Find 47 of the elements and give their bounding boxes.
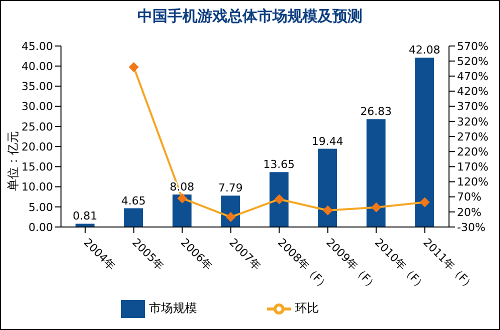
chart-title: 中国手机游戏总体市场规模及预测 (136, 7, 364, 26)
y2-tick-label: 70% (457, 190, 482, 204)
y-tick-label: 30.00 (22, 100, 53, 114)
y-tick-label: 40.00 (22, 60, 53, 74)
legend-label: 环比 (295, 301, 319, 316)
y-tick-label: 45.00 (22, 40, 53, 53)
y2-tick-label: 470% (457, 70, 488, 84)
y2-tick-label: 320% (457, 115, 488, 128)
data-label: 26.83 (360, 105, 392, 118)
y2-tick-label: 170% (457, 160, 488, 174)
bar (76, 224, 95, 227)
y2-tick-label: 20% (457, 206, 482, 219)
point (420, 197, 430, 208)
y-tick-label: 0.00 (28, 220, 53, 234)
bar (366, 119, 386, 227)
legend-label: 市场规模 (149, 301, 197, 316)
point (177, 193, 188, 204)
y-tick-label: 35.00 (22, 80, 53, 94)
y-axis-title: 单位：亿元 (5, 131, 21, 191)
data-label: 13.65 (263, 158, 295, 172)
y-tick-label: 15.00 (22, 160, 53, 174)
y2-tick-label: 570% (457, 40, 488, 53)
y2-tick-label: 420% (457, 85, 488, 98)
y-tick-label: 10.00 (22, 180, 53, 194)
point (322, 205, 333, 216)
y2-tick-label: 520% (457, 54, 488, 68)
y-tick-label: 20.00 (22, 140, 53, 154)
y2-tick-label: 120% (457, 176, 488, 189)
data-label: 4.65 (121, 194, 146, 208)
y2-tick-label: 270% (457, 130, 488, 144)
bar (124, 208, 144, 227)
point (371, 202, 382, 212)
point (274, 194, 284, 204)
point (226, 212, 236, 222)
y2-tick-label: 370% (457, 100, 488, 114)
y2-tick-label: -30% (457, 220, 486, 234)
data-label: 19.44 (312, 134, 344, 148)
data-label: 7.79 (218, 182, 243, 195)
bar (415, 58, 434, 227)
bar (270, 172, 289, 227)
y-tick-label: 25.00 (22, 120, 53, 134)
bar (318, 148, 338, 227)
y2-tick-label: 220% (457, 145, 488, 158)
data-label: 0.81 (72, 210, 98, 223)
y-tick-label: 5.00 (28, 200, 53, 214)
data-label: 42.08 (408, 44, 440, 57)
point (128, 62, 139, 72)
